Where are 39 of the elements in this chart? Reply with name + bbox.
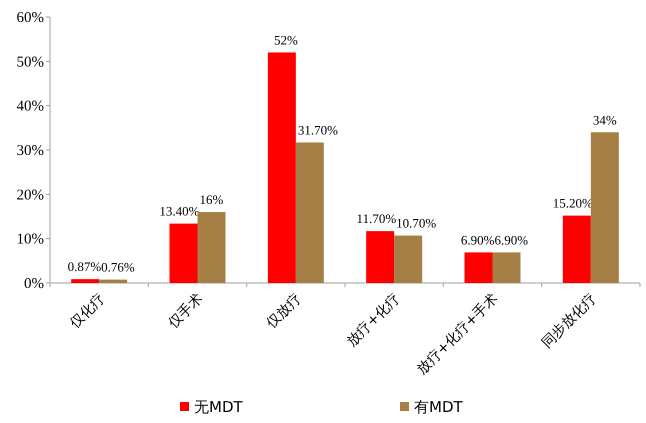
- bar: [590, 132, 619, 283]
- data-label: 52%: [274, 32, 298, 48]
- legend-label: 无MDT: [194, 398, 244, 416]
- bar: [170, 224, 198, 283]
- y-tick-label: 60%: [16, 10, 44, 26]
- y-tick-label: 20%: [16, 187, 44, 204]
- bar: [562, 216, 591, 283]
- y-tick-label: 30%: [16, 143, 44, 159]
- y-tick-label: 10%: [16, 232, 44, 248]
- x-tick-label: 仅手术: [165, 290, 206, 332]
- y-tick-label: 50%: [16, 54, 44, 70]
- x-tick-label: 同步放化疗: [538, 290, 600, 352]
- bar: [268, 52, 296, 283]
- data-label: 0.76%: [101, 260, 135, 275]
- data-label: 0.87%: [68, 259, 102, 274]
- x-tick-label: 放疗+化疗: [344, 290, 403, 350]
- x-tick-label: 仅放疗: [264, 290, 305, 332]
- legend-label: 有MDT: [414, 398, 464, 416]
- data-label: 6.90%: [460, 232, 495, 248]
- data-label: 34%: [592, 112, 617, 128]
- data-label: 16%: [200, 192, 224, 208]
- bar: [198, 212, 226, 283]
- data-label: 6.90%: [494, 232, 528, 248]
- bar: [99, 280, 128, 283]
- data-label: 13.40%: [159, 204, 200, 219]
- bar: [464, 252, 492, 283]
- y-tick-label: 0%: [24, 276, 44, 292]
- data-label: 11.70%: [356, 211, 396, 226]
- bar: [71, 279, 100, 283]
- bar: [366, 231, 394, 283]
- x-tick-label: 仅化疗: [66, 290, 108, 332]
- bar: [296, 142, 324, 283]
- y-tick-label: 40%: [16, 98, 44, 115]
- bar: [394, 236, 422, 283]
- bar: [492, 252, 520, 283]
- data-label: 10.70%: [396, 216, 436, 231]
- data-label: 31.70%: [298, 122, 338, 138]
- data-label: 15.20%: [552, 196, 593, 211]
- x-tick-label: 放疗+化疗+手术: [414, 290, 502, 378]
